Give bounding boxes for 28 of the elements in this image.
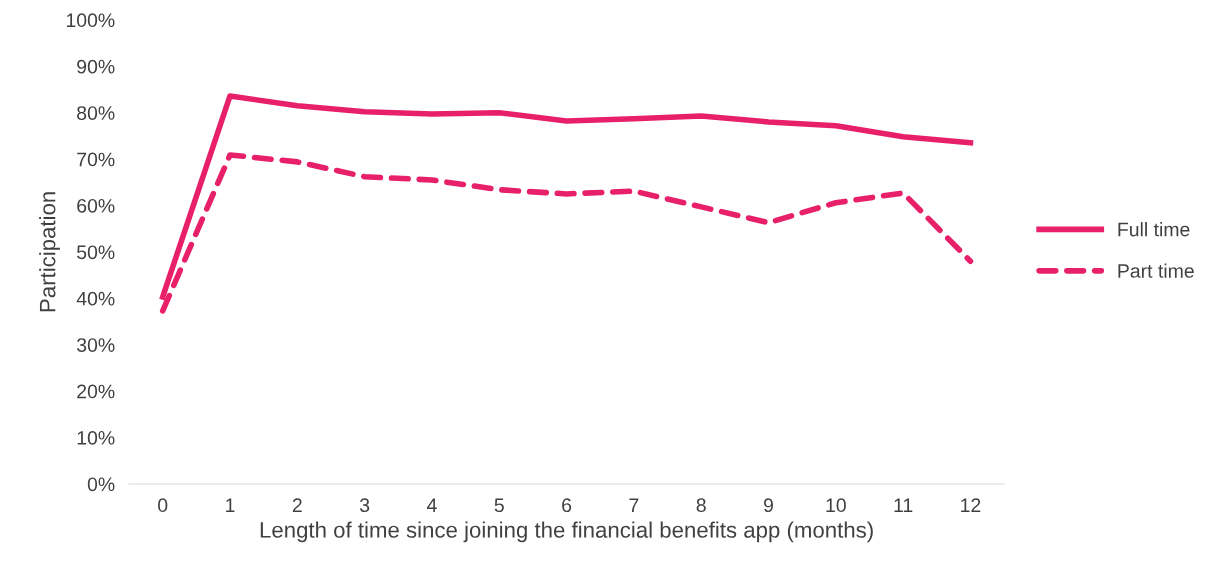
- x-tick-label: 0: [158, 498, 168, 513]
- x-tick-label: 6: [562, 498, 572, 513]
- y-axis-title: Participation: [39, 192, 60, 312]
- y-tick-label: 60%: [77, 198, 115, 213]
- y-tick-label: 50%: [77, 245, 115, 260]
- x-tick-label: 1: [226, 498, 235, 512]
- legend-label: Full time: [1118, 222, 1190, 237]
- legend-label: Part time: [1118, 263, 1194, 278]
- y-tick-label: 80%: [77, 106, 115, 120]
- x-tick-label: 12: [961, 498, 981, 512]
- x-tick-label: 8: [696, 498, 706, 513]
- x-tick-label: 4: [426, 498, 437, 512]
- x-tick-label: 2: [292, 498, 302, 512]
- y-tick-label: 20%: [77, 384, 115, 399]
- y-tick-label: 70%: [77, 152, 115, 167]
- x-tick-label: 11: [894, 498, 913, 512]
- y-tick-label: 0%: [87, 477, 115, 492]
- x-tick-label: 3: [359, 498, 370, 513]
- x-tick-label: 7: [629, 498, 639, 512]
- y-tick-label: 30%: [76, 338, 115, 352]
- y-tick-label: 40%: [76, 291, 115, 306]
- y-tick-label: 100%: [66, 13, 115, 28]
- y-tick-label: 90%: [77, 59, 115, 74]
- x-tick-label: 9: [764, 498, 773, 513]
- x-tick-label: 5: [494, 498, 504, 513]
- x-tick-label: 10: [826, 498, 846, 513]
- x-axis-title: Length of time since joining the financial benefits app (months): [260, 521, 873, 543]
- y-tick-label: 10%: [77, 431, 115, 445]
